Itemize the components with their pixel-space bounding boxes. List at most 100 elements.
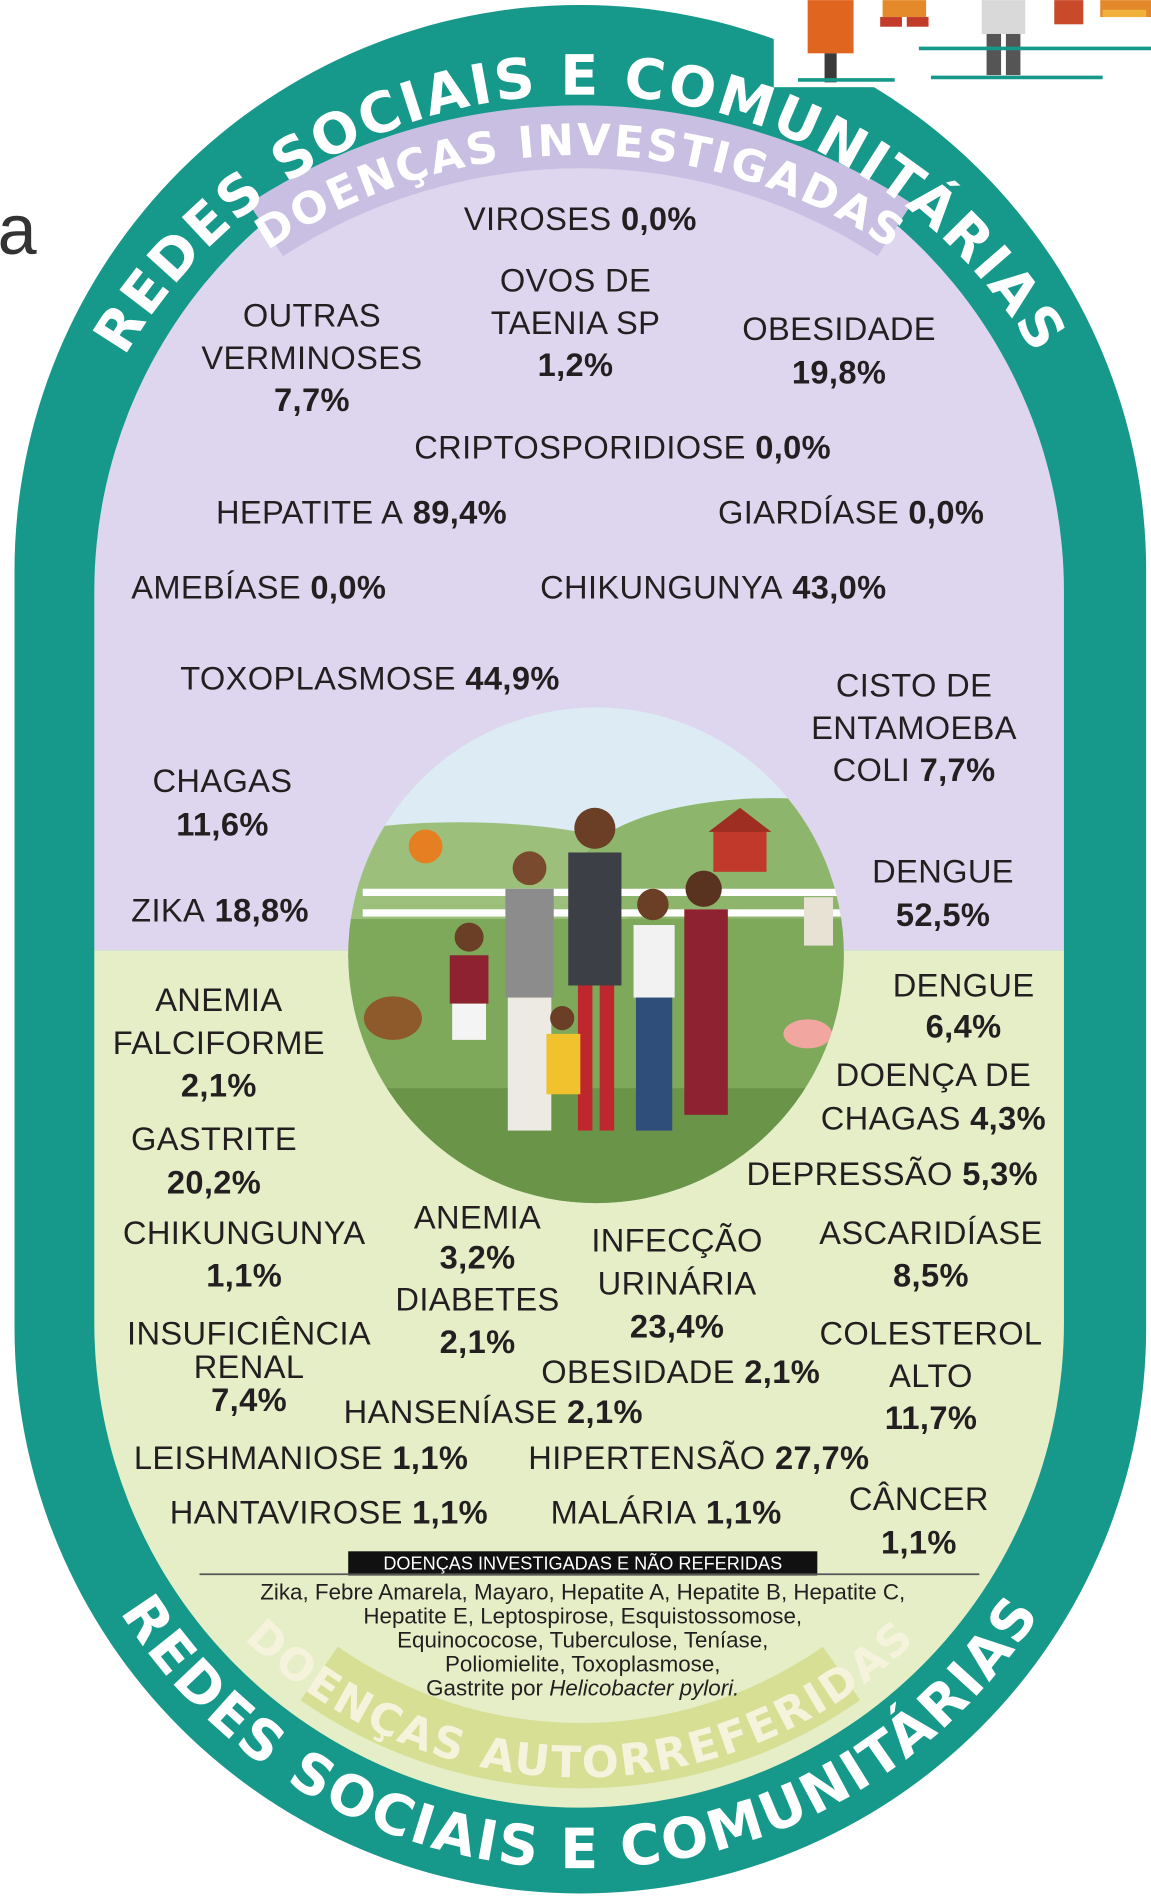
disease-value: 7,4% [211, 1381, 287, 1418]
disease-value: 1,1% [206, 1257, 282, 1294]
infographic: REDES SOCIAIS E COMUNITÁRIAS DOENÇAS INV… [0, 0, 1151, 1896]
disease-value: 11,6% [176, 806, 269, 843]
disease-item: HIPERTENSÃO 27,7% [528, 1439, 869, 1476]
disease-item: DEPRESSÃO 5,3% [746, 1155, 1038, 1192]
disease-value: 52,5% [896, 896, 990, 933]
disease-item: ANEMIA [414, 1198, 541, 1235]
disease-item: TAENIA SP [491, 304, 660, 341]
disease-name: CHIKUNGUNYA [540, 569, 783, 606]
disease-item: LEISHMANIOSE 1,1% [134, 1439, 468, 1476]
disease-item: 7,7% [274, 381, 350, 418]
disease-item: CHAGAS [152, 762, 292, 799]
disease-item: DIABETES [395, 1281, 559, 1318]
disease-item: OBESIDADE [742, 310, 936, 347]
disease-value: 18,8% [215, 891, 309, 928]
disease-value: 1,2% [538, 346, 614, 383]
disease-name: OBESIDADE [742, 310, 936, 347]
disease-name: HIPERTENSÃO [528, 1439, 765, 1476]
disease-item: 7,4% [211, 1381, 287, 1418]
disease-item: COLI 7,7% [833, 751, 996, 788]
disease-item: 2,1% [440, 1323, 516, 1360]
disease-name: DEPRESSÃO [746, 1155, 952, 1192]
disease-item: HEPATITE A 89,4% [216, 494, 507, 531]
disease-value: 11,7% [885, 1399, 978, 1436]
disease-value: 5,3% [962, 1155, 1038, 1192]
disease-value: 1,1% [392, 1439, 468, 1476]
disease-name: ZIKA [131, 891, 205, 928]
disease-item: 20,2% [167, 1163, 261, 1200]
disease-item: GASTRITE [131, 1120, 297, 1157]
disease-item: 11,7% [885, 1399, 978, 1436]
disease-name: TAENIA SP [491, 304, 660, 341]
disease-name: CISTO DE [836, 667, 992, 704]
disease-item: CHIKUNGUNYA 43,0% [540, 569, 886, 606]
disease-name: CHAGAS [821, 1099, 961, 1136]
disease-value: 27,7% [775, 1439, 869, 1476]
disease-value: 0,0% [908, 494, 984, 531]
disease-name: INFECÇÃO [591, 1221, 762, 1258]
disease-name: URINÁRIA [598, 1264, 757, 1301]
disease-item: 23,4% [630, 1307, 724, 1344]
disease-name: CÂNCER [849, 1480, 989, 1517]
disease-name: INSUFICIÊNCIA [127, 1315, 371, 1352]
disease-value: 19,8% [792, 353, 886, 390]
disease-name: MALÁRIA [551, 1494, 697, 1531]
note-text: Gastrite por [426, 1675, 543, 1700]
disease-name: OVOS DE [500, 261, 651, 298]
disease-item: CHAGAS 4,3% [821, 1099, 1046, 1136]
disease-value: 4,3% [970, 1099, 1046, 1136]
disease-value: 2,1% [181, 1067, 257, 1104]
disease-item: CISTO DE [836, 667, 992, 704]
cropped-text: a [0, 191, 37, 269]
disease-item: OVOS DE [500, 261, 651, 298]
disease-name: HEPATITE A [216, 494, 403, 531]
disease-value: 0,0% [755, 428, 831, 465]
disease-name: OBESIDADE [541, 1353, 735, 1390]
disease-value: 1,1% [412, 1494, 488, 1531]
note-line: Equinococose, Tuberculose, Teníase, [397, 1628, 768, 1653]
disease-item: HANTAVIROSE 1,1% [170, 1494, 488, 1531]
disease-item: URINÁRIA [598, 1264, 757, 1301]
disease-value: 7,7% [920, 751, 996, 788]
disease-item: 2,1% [181, 1067, 257, 1104]
disease-item: CRIPTOSPORIDIOSE 0,0% [414, 428, 831, 465]
disease-value: 23,4% [630, 1307, 724, 1344]
disease-item: VIROSES 0,0% [464, 200, 697, 237]
note-line: Hepatite E, Leptospirose, Esquistossomos… [363, 1604, 802, 1629]
note-title: DOENÇAS INVESTIGADAS E NÃO REFERIDAS [383, 1552, 782, 1573]
disease-name: GASTRITE [131, 1120, 297, 1157]
page: { "fragment": "a", "header": {"banner": … [0, 0, 1151, 1896]
disease-name: HANTAVIROSE [170, 1494, 403, 1531]
disease-name: FALCIFORME [113, 1024, 325, 1061]
disease-name: DENGUE [872, 853, 1014, 890]
disease-name: AMEBÍASE [131, 569, 301, 606]
disease-item: 11,6% [176, 806, 269, 843]
disease-name: DIABETES [395, 1281, 559, 1318]
disease-name: VIROSES [464, 200, 612, 237]
disease-value: 44,9% [465, 659, 559, 696]
disease-value: 2,1% [440, 1323, 516, 1360]
disease-value: 0,0% [310, 569, 386, 606]
disease-value: 2,1% [744, 1353, 820, 1390]
disease-name: DOENÇA DE [836, 1056, 1031, 1093]
disease-item: OUTRAS [243, 297, 381, 334]
note-line: Gastrite por Helicobacter pylori. [426, 1675, 739, 1700]
disease-name: CRIPTOSPORIDIOSE [414, 428, 746, 465]
disease-item: ZIKA 18,8% [131, 891, 309, 928]
disease-name: RENAL [194, 1348, 305, 1385]
disease-name: ASCARIDÍASE [819, 1214, 1042, 1251]
disease-name: CHIKUNGUNYA [123, 1214, 366, 1251]
disease-name: DENGUE [893, 966, 1035, 1003]
disease-item: VERMINOSES [201, 339, 422, 376]
disease-value: 43,0% [792, 569, 886, 606]
disease-value: 3,2% [440, 1238, 516, 1275]
disease-item: FALCIFORME [113, 1024, 325, 1061]
note-line: Poliomielite, Toxoplasmose, [445, 1651, 721, 1676]
disease-item: INSUFICIÊNCIA [127, 1315, 371, 1352]
disease-name: CHAGAS [152, 762, 292, 799]
disease-item: CÂNCER [849, 1480, 989, 1517]
disease-item: ALTO [889, 1357, 973, 1394]
disease-value: 1,1% [706, 1494, 782, 1531]
note-line: Zika, Febre Amarela, Mayaro, Hepatite A,… [260, 1580, 905, 1605]
disease-item: GIARDÍASE 0,0% [718, 494, 984, 531]
